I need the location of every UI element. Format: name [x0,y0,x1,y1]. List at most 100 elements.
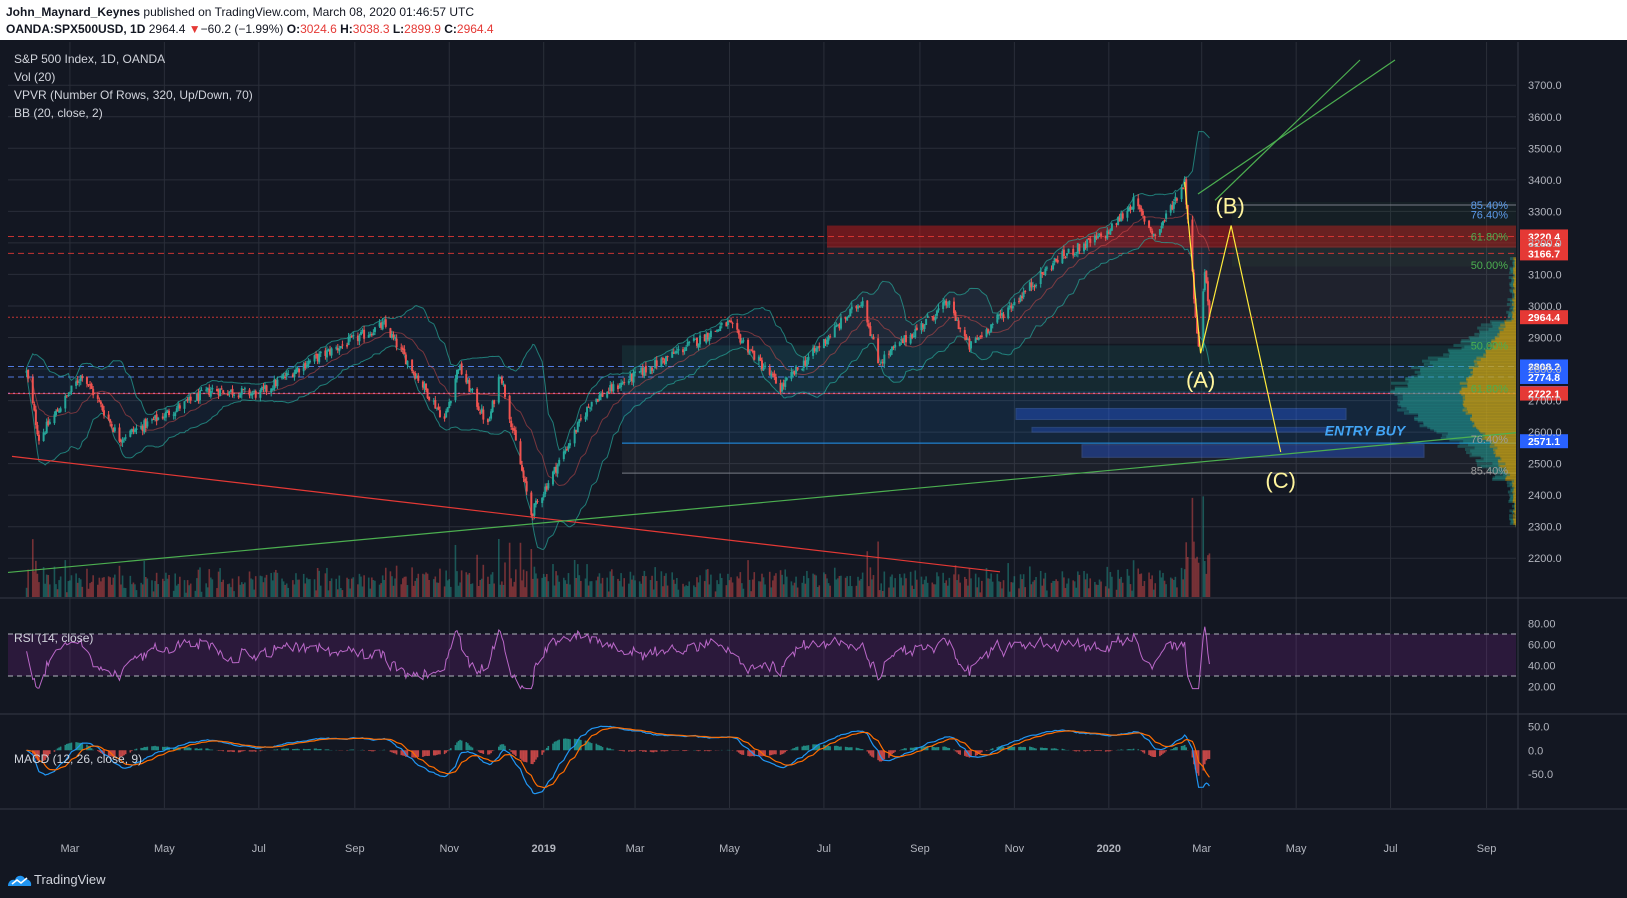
macd-histogram-bar [1050,748,1053,751]
macd-histogram-bar [1001,746,1003,751]
vpvr-row-down [1513,257,1516,261]
candle-body [536,501,539,503]
vpvr-row-down [1459,391,1516,395]
candle-body [465,373,468,383]
macd-histogram-bar [773,750,776,755]
candle-body [1152,233,1155,236]
volume-bar [1115,589,1118,597]
volume-bar [172,590,175,597]
candle-body [878,364,881,366]
chart-canvas[interactable]: 85.40%76.40%61.80%50.00%50.00%61.80%76.4… [0,40,1627,860]
volume-bar [542,573,545,597]
vpvr-row-down [1497,332,1516,336]
vpvr-row-down [1472,369,1516,373]
candle-body [1010,305,1013,309]
vpvr-row-down [1506,474,1516,478]
macd-histogram-bar [231,750,234,752]
volume-bar [1008,591,1011,597]
vpvr-row-down [1511,310,1516,314]
tradingview-logo-icon[interactable] [6,870,34,890]
volume-bar [265,574,268,597]
volume-bar [208,569,211,597]
vpvr-row-up [1475,458,1498,462]
macd-histogram-bar [199,748,201,751]
volume-bar [120,584,122,597]
vpvr-row-up [1515,523,1516,527]
vpvr-row-up [1511,291,1515,295]
candle-body [206,387,209,390]
volume-bar [64,560,67,597]
candle-body [1008,305,1011,307]
candle-body [36,425,39,435]
candle-body [1033,285,1036,288]
candle-body [683,349,686,352]
candle-body [400,347,403,349]
candle-body [866,300,869,323]
candle-body [285,372,288,377]
candle-body [152,419,155,421]
candle-body [685,347,688,351]
candle-body [675,351,678,354]
candle-body [369,334,372,336]
candle-body [189,396,192,401]
macd-histogram-bar [880,750,883,762]
volume-bar [504,562,506,597]
volume-bar [270,572,273,597]
volume-bar [844,577,847,597]
macd-histogram-bar [513,750,516,755]
candle-body [1121,213,1124,219]
volume-profile [1390,257,1516,529]
volume-bar [703,581,706,597]
legend-bb: BB (20, close, 2) [14,106,103,120]
vpvr-row-down [1503,328,1516,332]
macd-histogram-bar [222,750,225,752]
macd-histogram-bar [858,748,861,751]
macd-histogram-bar [638,750,641,752]
vpvr-row-up [1509,257,1514,261]
volume-bar [146,578,149,597]
author-name[interactable]: John_Maynard_Keynes [6,5,141,19]
candle-body [455,369,458,380]
macd-histogram-bar [956,750,958,753]
candle-body [634,371,637,373]
candle-body [903,335,906,343]
candle-body [1110,223,1113,231]
vpvr-row-down [1482,433,1516,437]
candle-body [76,380,79,384]
volume-bar [445,570,447,597]
macd-histogram-bar [877,750,879,761]
macd-histogram-bar [590,743,593,751]
vpvr-row-up [1449,438,1487,442]
volume-bar [231,578,234,597]
down-arrow-icon: ▼ [188,22,201,36]
symbol-text: OANDA:SPX500USD, 1D [6,22,146,36]
vpvr-row-down [1459,381,1516,385]
macd-histogram-bar [1075,750,1078,752]
candle-body [742,340,745,342]
volume-bar [38,582,40,597]
candle-body [67,395,70,397]
vpvr-row-up [1511,285,1514,289]
macd-histogram-bar [612,749,615,751]
macd-histogram-bar [888,750,890,758]
volume-bar [655,580,658,597]
candle-body [719,326,722,331]
macd-histogram-bar [237,750,240,753]
candle-body [1160,225,1163,229]
candle-body [838,324,841,329]
candle-body [1129,206,1132,210]
macd-histogram-bar [953,749,955,751]
vpvr-row-down [1515,287,1516,291]
candle-body [229,389,232,392]
macd-histogram-bar [1078,750,1081,752]
candle-body [887,353,890,355]
macd-histogram-bar [816,744,819,751]
macd-histogram-bar [1194,750,1197,770]
candle-body [175,408,178,413]
volume-bar [954,565,957,597]
volume-bar [631,579,633,597]
vpvr-row-down [1505,470,1516,474]
vpvr-row-down [1513,299,1516,303]
footer: TradingView [0,860,1627,898]
macd-histogram-bar [641,750,644,752]
